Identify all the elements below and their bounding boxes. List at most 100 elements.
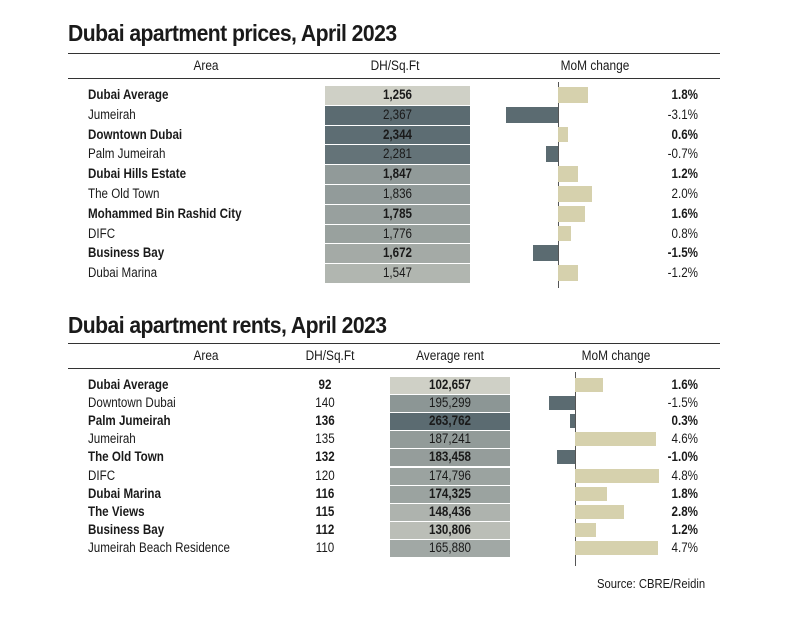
row-mom-value: 4.8% — [671, 467, 698, 483]
dh-value-cell — [325, 264, 470, 283]
rent-value-cell — [390, 449, 510, 467]
row-mom-value: 0.3% — [671, 413, 698, 429]
table-row: Business Bay 1,672 -1.5% — [0, 243, 803, 264]
prices-top-rule — [68, 53, 720, 54]
source-note: Source: CBRE/Reidin — [596, 577, 705, 591]
row-mom-value: -1.2% — [667, 265, 698, 281]
mom-bar — [558, 186, 592, 202]
row-mom-value: -3.1% — [667, 106, 698, 122]
table-row: Palm Jumeirah 2,281 -0.7% — [0, 144, 803, 165]
row-dh-value: 2,281 — [382, 146, 413, 162]
row-area-label: The Old Town — [88, 186, 160, 201]
table-row: Dubai Average 1,256 1.8% — [0, 85, 803, 105]
row-dh-value: 92 — [318, 377, 332, 392]
row-rent-value: 148,436 — [429, 503, 471, 519]
table-row: The Old Town 132 183,458 -1.0% — [0, 448, 803, 467]
row-dh-value: 1,847 — [382, 166, 413, 182]
dh-value-cell — [325, 165, 470, 184]
row-mom-value: 0.8% — [671, 225, 698, 241]
row-dh-value: 2,367 — [382, 106, 413, 122]
row-dh-value: 1,776 — [382, 225, 413, 241]
table-row: Jumeirah 135 187,241 4.6% — [0, 430, 803, 449]
row-area-label: Dubai Hills Estate — [88, 166, 187, 182]
mom-bar — [558, 126, 569, 143]
row-dh-value: 120 — [315, 467, 335, 483]
mom-bar — [505, 106, 558, 123]
table-row: DIFC 120 174,796 4.8% — [0, 467, 803, 485]
mom-bar — [575, 504, 625, 519]
mom-bar — [569, 414, 575, 429]
dh-value-cell — [325, 105, 470, 125]
row-area-label: Jumeirah Beach Residence — [88, 539, 230, 555]
row-dh-value: 1,256 — [382, 87, 413, 102]
dh-value-cell — [325, 244, 470, 264]
mom-bar — [558, 265, 579, 281]
prices-header-dh: DH/Sq.Ft — [370, 58, 420, 73]
mom-bar — [558, 205, 585, 222]
row-rent-value: 130,806 — [429, 521, 471, 537]
row-dh-value: 1,547 — [382, 265, 413, 281]
row-mom-value: 4.7% — [671, 539, 698, 555]
row-mom-value: 1.2% — [671, 521, 698, 537]
prices-header-rule — [68, 78, 720, 79]
row-mom-value: 2.0% — [671, 186, 698, 201]
row-dh-value: 132 — [315, 449, 335, 465]
rent-value-cell — [390, 467, 510, 485]
row-rent-value: 187,241 — [429, 431, 471, 447]
rent-value-cell — [390, 539, 510, 557]
table-row: The Old Town 1,836 2.0% — [0, 184, 803, 204]
row-rent-value: 174,796 — [429, 467, 471, 483]
row-mom-value: 1.8% — [671, 87, 698, 102]
rents-header-area: Area — [193, 348, 219, 363]
row-mom-value: 1.6% — [671, 205, 698, 221]
row-area-label: Dubai Average — [88, 377, 169, 392]
row-mom-value: 1.2% — [671, 166, 698, 182]
table-row: Mohammed Bin Rashid City 1,785 1.6% — [0, 204, 803, 224]
row-area-label: Jumeirah — [88, 106, 136, 122]
row-area-label: Downtown Dubai — [88, 395, 176, 411]
table-row: Palm Jumeirah 136 263,762 0.3% — [0, 412, 803, 431]
dh-value-cell — [325, 185, 470, 204]
row-rent-value: 102,657 — [429, 377, 471, 392]
row-area-label: Dubai Marina — [88, 485, 161, 501]
row-area-label: Palm Jumeirah — [88, 413, 171, 429]
mom-bar — [575, 468, 660, 483]
row-mom-value: 1.6% — [671, 377, 698, 392]
row-mom-value: 1.8% — [671, 485, 698, 501]
row-area-label: Business Bay — [88, 245, 165, 261]
row-mom-value: -1.0% — [667, 449, 698, 465]
row-area-label: Palm Jumeirah — [88, 146, 166, 162]
rents-header-dh: DH/Sq.Ft — [305, 348, 355, 363]
dh-value-cell — [325, 125, 470, 145]
row-dh-value: 1,672 — [382, 245, 413, 261]
table-row: Dubai Marina 1,547 -1.2% — [0, 263, 803, 283]
dh-value-cell — [325, 145, 470, 165]
table-row: The Views 115 148,436 2.8% — [0, 503, 803, 521]
row-area-label: DIFC — [88, 225, 116, 241]
row-rent-value: 195,299 — [429, 395, 471, 411]
row-rent-value: 263,762 — [429, 413, 471, 429]
rent-value-cell — [390, 521, 510, 539]
mom-bar — [558, 225, 572, 242]
row-mom-value: 2.8% — [671, 503, 698, 519]
mom-bar — [575, 432, 656, 447]
row-dh-value: 1,836 — [382, 186, 413, 201]
row-area-label: Jumeirah — [88, 431, 136, 447]
table-row: Dubai Marina 116 174,325 1.8% — [0, 485, 803, 503]
mom-bar — [557, 450, 575, 465]
mom-bar — [575, 378, 604, 393]
mom-bar — [575, 486, 607, 501]
rents-header-rule — [68, 368, 720, 369]
table-row: DIFC 1,776 0.8% — [0, 224, 803, 244]
rents-header-rent: Average rent — [416, 348, 484, 363]
row-area-label: Business Bay — [88, 521, 165, 537]
row-dh-value: 110 — [315, 539, 335, 555]
row-dh-value: 140 — [315, 395, 335, 411]
row-area-label: DIFC — [88, 467, 116, 483]
row-mom-value: -0.7% — [667, 146, 698, 162]
row-mom-value: 4.6% — [671, 431, 698, 447]
row-area-label: Dubai Average — [88, 87, 169, 102]
row-mom-value: 0.6% — [671, 126, 698, 142]
rent-value-cell — [390, 485, 510, 503]
row-area-label: Mohammed Bin Rashid City — [88, 205, 242, 221]
